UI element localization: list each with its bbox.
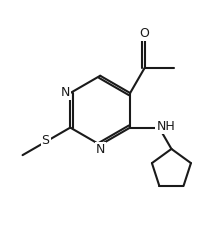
Text: NH: NH <box>156 120 175 133</box>
Text: N: N <box>96 143 105 156</box>
Text: O: O <box>140 27 149 40</box>
Text: S: S <box>42 135 50 147</box>
Text: N: N <box>61 86 70 99</box>
